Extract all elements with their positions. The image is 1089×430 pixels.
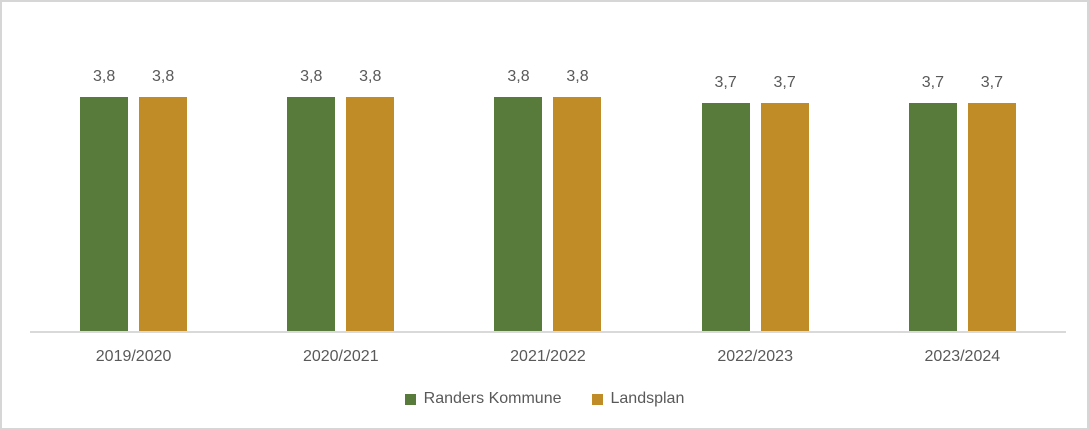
bar-value-label: 3,7 bbox=[980, 74, 1003, 91]
bar-value-label: 3,7 bbox=[921, 74, 944, 91]
bar-column: 3,7 bbox=[760, 73, 809, 331]
bar-group: 3,8 3,8 bbox=[80, 67, 188, 331]
bar-landsplan bbox=[346, 97, 395, 331]
bar-column: 3,8 bbox=[494, 67, 543, 331]
bar-value-label: 3,8 bbox=[507, 68, 530, 85]
bar-group: 3,8 3,8 bbox=[287, 67, 395, 331]
bar-value-label: 3,7 bbox=[773, 74, 796, 91]
bar-randers-kommune bbox=[494, 97, 543, 331]
bar-value-label: 3,8 bbox=[566, 68, 589, 85]
x-axis-label: 2020/2021 bbox=[302, 348, 379, 365]
bar-column: 3,8 bbox=[139, 67, 188, 331]
bar-landsplan bbox=[760, 103, 809, 331]
bar-column: 3,8 bbox=[346, 67, 395, 331]
x-axis-line bbox=[30, 331, 1066, 333]
bar-landsplan bbox=[553, 97, 602, 331]
bar-value-label: 3,7 bbox=[714, 74, 737, 91]
legend-label: Randers Kommune bbox=[423, 390, 562, 407]
bar-value-label: 3,8 bbox=[300, 68, 323, 85]
legend-swatch-icon bbox=[591, 393, 603, 405]
bar-groups: 3,8 3,8 3,8 3,8 3,8 3,8 3,7 3,7 3,7 3,7 bbox=[30, 2, 1066, 331]
bar-randers-kommune bbox=[80, 97, 129, 331]
legend-label: Landsplan bbox=[610, 390, 685, 407]
bar-group: 3,7 3,7 bbox=[908, 73, 1016, 331]
legend-swatch-icon bbox=[404, 393, 416, 405]
bar-landsplan bbox=[967, 103, 1016, 331]
x-axis-label: 2019/2020 bbox=[95, 348, 172, 365]
bar-value-label: 3,8 bbox=[92, 68, 116, 85]
bar-randers-kommune bbox=[287, 97, 336, 331]
x-axis-label: 2021/2022 bbox=[510, 348, 586, 365]
bar-column: 3,8 bbox=[553, 67, 602, 331]
bar-group: 3,7 3,7 bbox=[701, 73, 809, 331]
legend: Randers Kommune Landsplan bbox=[2, 390, 1087, 408]
bar-randers-kommune bbox=[908, 103, 957, 331]
bar-column: 3,8 bbox=[287, 67, 336, 331]
bar-column: 3,7 bbox=[701, 73, 750, 331]
plot-area: 3,8 3,8 3,8 3,8 3,8 3,8 3,7 3,7 3,7 3,7 bbox=[30, 2, 1066, 331]
bar-column: 3,7 bbox=[967, 73, 1016, 331]
bar-column: 3,7 bbox=[908, 73, 957, 331]
x-axis-label: 2022/2023 bbox=[717, 348, 793, 365]
bar-landsplan bbox=[139, 97, 188, 331]
bar-randers-kommune bbox=[701, 103, 750, 331]
legend-item-landsplan: Landsplan bbox=[591, 390, 685, 408]
x-axis-labels: 2019/2020 2020/2021 2021/2022 2022/2023 2023… bbox=[30, 347, 1066, 367]
bar-group: 3,8 3,8 bbox=[494, 67, 602, 331]
legend-item-randers-kommune: Randers Kommune bbox=[404, 390, 562, 408]
bar-value-label: 3,8 bbox=[151, 68, 175, 85]
x-axis-label: 2023/2024 bbox=[924, 348, 1001, 365]
bar-value-label: 3,8 bbox=[359, 68, 382, 85]
bar-column: 3,8 bbox=[80, 67, 129, 331]
